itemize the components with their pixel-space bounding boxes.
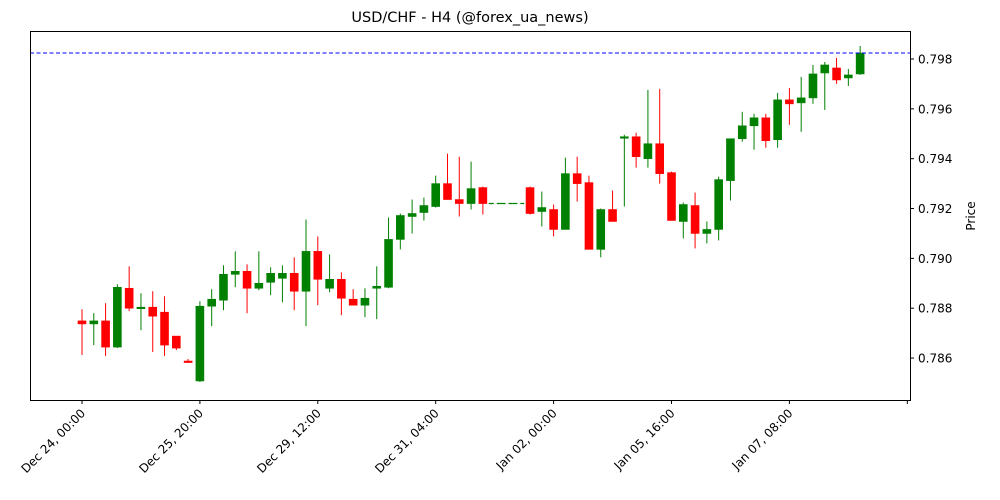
candle: [396, 213, 405, 250]
candle: [466, 161, 476, 210]
y-axis-label: Price: [964, 201, 978, 230]
candle: [266, 267, 275, 296]
candle: [195, 301, 205, 382]
x-tick-label: Dec 31, 04:00: [372, 406, 442, 476]
x-tick-label: Dec 29, 12:00: [254, 406, 324, 476]
candle: [183, 359, 193, 364]
candle: [549, 204, 558, 237]
candle: [537, 191, 547, 227]
candle: [761, 113, 771, 148]
candle: [443, 153, 452, 200]
candle: [407, 199, 417, 234]
candle: [337, 272, 346, 316]
x-tick-label: Jan 02, 00:00: [493, 406, 560, 473]
x-tick-label: Jan 05, 16:00: [611, 406, 678, 473]
y-tick-label: 0.798: [918, 53, 952, 67]
y-tick-label: 0.792: [918, 202, 952, 216]
candle: [325, 254, 334, 293]
candle: [101, 303, 110, 357]
x-tick-label: Jan 07, 08:00: [728, 406, 795, 473]
candle: [242, 264, 252, 314]
candle: [419, 197, 429, 221]
candle: [172, 335, 181, 351]
y-axis: 0.786 0.788 0.790 0.792 0.794 0.796 0.798: [910, 53, 952, 366]
candle: [796, 76, 806, 132]
candle: [820, 61, 830, 110]
candle: [160, 296, 169, 357]
candle: [678, 202, 688, 239]
candle: [667, 171, 676, 221]
candle: [136, 293, 146, 331]
candle: [773, 92, 782, 148]
candle: [631, 132, 641, 168]
x-tick-label: Dec 25, 20:00: [136, 406, 206, 476]
candle: [596, 208, 606, 258]
candle: [360, 288, 370, 318]
candle: [855, 46, 865, 75]
candle: [643, 89, 653, 168]
candle: [124, 266, 134, 312]
y-tick-label: 0.796: [918, 102, 952, 116]
candle: [113, 284, 122, 349]
candle: [561, 157, 570, 230]
candle: [749, 113, 759, 150]
y-tick-label: 0.788: [918, 302, 952, 316]
y-tick-label: 0.790: [918, 252, 952, 266]
candle: [348, 289, 358, 306]
plot-area: [30, 46, 910, 382]
candle: [148, 291, 158, 353]
candle: [737, 111, 747, 142]
candle: [702, 221, 712, 244]
candle: [785, 87, 794, 125]
candle: [584, 175, 594, 250]
candle: [608, 190, 617, 222]
x-tick-label: Dec 24, 00:00: [18, 406, 88, 476]
candle: [454, 156, 464, 217]
candle: [219, 265, 228, 311]
candle: [313, 236, 323, 306]
candle: [77, 309, 87, 356]
candle: [230, 251, 240, 288]
candle: [726, 138, 735, 201]
candle: [207, 289, 216, 327]
candle: [431, 175, 441, 208]
candle: [808, 64, 818, 104]
candle: [301, 219, 311, 327]
candle: [278, 265, 287, 303]
y-tick-label: 0.786: [918, 352, 952, 366]
candle: [384, 217, 393, 289]
chart-title: USD/CHF - H4 (@forex_ua_news): [351, 10, 588, 26]
candle: [832, 58, 841, 84]
x-axis: Dec 24, 00:00 Dec 25, 20:00 Dec 29, 12:00 D…: [18, 400, 908, 476]
candle: [525, 186, 535, 215]
candle: [620, 134, 629, 207]
candle: [844, 68, 853, 86]
plot-frame: [30, 31, 911, 401]
candle: [372, 266, 382, 320]
candle: [478, 186, 488, 215]
candle: [690, 192, 700, 249]
candle: [714, 176, 723, 241]
candle: [89, 313, 99, 346]
candle: [655, 88, 665, 184]
candle: [572, 156, 582, 202]
candle: [289, 257, 299, 311]
y-tick-label: 0.794: [918, 152, 952, 166]
candle: [254, 251, 264, 291]
